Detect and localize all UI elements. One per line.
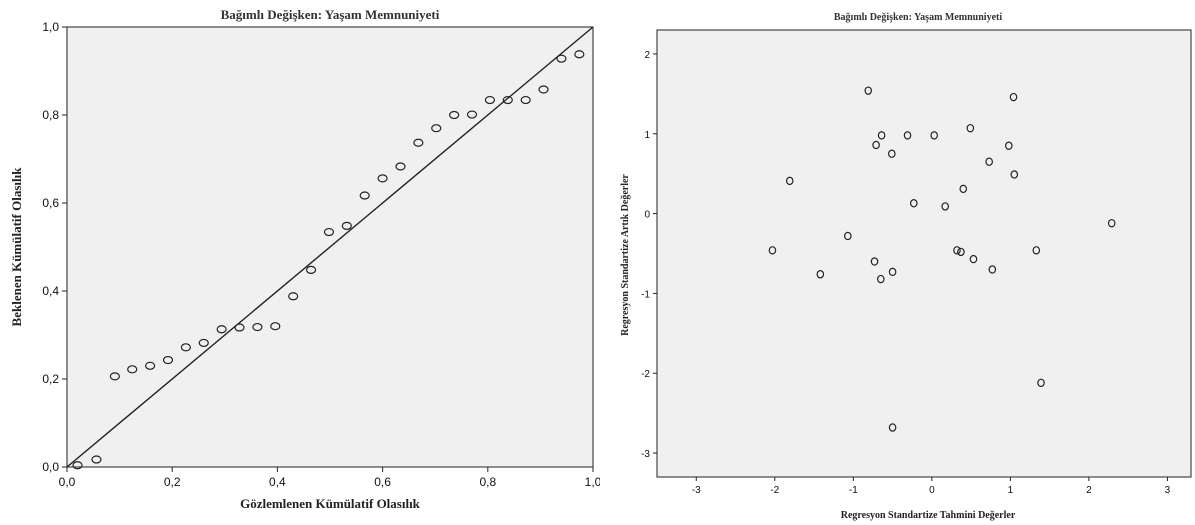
pp-y-tick-label: 0,8 <box>42 108 59 122</box>
residual-x-tick-label: 0 <box>929 485 935 496</box>
residual-y-tick-label: 0 <box>644 210 650 221</box>
pp-y-tick-label: 0,0 <box>42 460 59 474</box>
residual-data-point <box>768 246 777 255</box>
residual-data-point <box>909 199 918 208</box>
residual-data-point <box>1005 141 1013 150</box>
residual-x-tick-label: -2 <box>770 485 779 496</box>
residual-data-point <box>872 140 880 150</box>
pp-data-point <box>180 343 191 352</box>
pp-plot-panel: Bağımlı Değişken: Yaşam Memnuniyeti Gözl… <box>9 7 600 511</box>
residual-data-point <box>903 131 912 140</box>
residual-data-point <box>877 131 886 140</box>
residual-data-point <box>870 257 879 266</box>
residual-data-point <box>1107 218 1116 228</box>
residual-data-point <box>969 254 978 264</box>
residual-data-point <box>953 246 961 255</box>
pp-data-point <box>538 85 549 94</box>
pp-plot-area: 0,0 0,2 0,4 0,6 0,8 1,0 0,0 0,2 0,4 0,6 0,8 1,0 <box>42 20 600 489</box>
pp-data-point <box>449 110 460 120</box>
residual-data-point <box>1009 92 1018 102</box>
residual-y-tick-label: -1 <box>641 289 650 300</box>
pp-x-tick-label: 0,2 <box>164 475 181 489</box>
residual-y-tick-label: 1 <box>644 130 650 141</box>
pp-plot-x-axis-label: Gözlemlenen Kümülatif Olasılık <box>240 496 421 511</box>
residual-data-point <box>844 231 852 241</box>
residual-data-point <box>930 131 939 140</box>
pp-data-point <box>234 323 245 332</box>
pp-y-tick-label: 0,4 <box>42 284 59 298</box>
residual-scatter-panel: Bağımlı Değişken: Yaşam Memnuniyeti Regr… <box>600 0 1195 525</box>
residual-data-point <box>959 184 968 194</box>
residual-scatter-title: Bağımlı Değişken: Yaşam Memnuniyeti <box>834 12 1002 23</box>
residual-y-tick-label: 2 <box>644 50 650 61</box>
pp-data-point <box>431 124 442 133</box>
pp-data-point <box>413 138 424 147</box>
residual-x-tick-label: 1 <box>1008 485 1014 496</box>
pp-data-point <box>574 50 585 59</box>
residual-data-point <box>1037 378 1045 388</box>
pp-y-tick-label: 0,6 <box>42 196 59 210</box>
residual-data-point <box>816 270 825 279</box>
pp-x-tick-label: 0,4 <box>269 475 286 489</box>
pp-plot-title: Bağımlı Değişken: Yaşam Memnuniyeti <box>221 7 440 22</box>
pp-data-point <box>556 54 567 63</box>
residual-data-point <box>877 274 885 284</box>
residual-x-tick-label: -3 <box>692 485 701 496</box>
pp-y-tick-label: 1,0 <box>42 20 59 34</box>
residual-x-tick-label: -1 <box>849 485 858 496</box>
residual-scatter-svg: Bağımlı Değişken: Yaşam Memnuniyeti Regr… <box>620 12 1192 521</box>
residual-data-point <box>864 86 873 95</box>
pp-data-point <box>145 361 156 370</box>
residual-scatter-area: -3 -2 -1 0 1 2 3 -3 -2 -1 0 1 2 <box>641 29 1192 496</box>
pp-data-point <box>359 191 370 200</box>
pp-y-tick-label: 0,2 <box>42 372 59 386</box>
residual-data-point <box>957 247 965 257</box>
pp-data-point <box>341 221 352 230</box>
residual-plot-background <box>656 29 1192 478</box>
pp-data-point <box>377 174 388 183</box>
pp-data-point <box>270 322 281 331</box>
pp-data-point <box>395 162 406 171</box>
residual-data-point <box>985 157 993 166</box>
pp-data-point <box>323 227 335 237</box>
pp-data-point <box>72 461 83 470</box>
residual-data-point <box>988 265 997 274</box>
pp-data-point <box>502 95 513 105</box>
pp-data-point <box>520 95 531 105</box>
residual-data-point <box>1032 246 1041 255</box>
residual-scatter-x-axis-label: Regresyon Standartize Tahmini Değerler <box>841 510 1016 521</box>
residual-scatter-y-axis-label: Regresyon Standartize Artık Değerler <box>620 174 631 336</box>
pp-reference-line <box>66 26 594 468</box>
pp-data-point <box>305 265 317 274</box>
pp-data-point <box>162 355 174 365</box>
residual-x-tick-label: 3 <box>1165 485 1171 496</box>
pp-plot-svg: Bağımlı Değişken: Yaşam Memnuniyeti Gözl… <box>9 7 600 511</box>
residual-data-point <box>966 123 975 133</box>
pp-data-point <box>288 292 299 301</box>
pp-data-point <box>91 455 102 464</box>
residual-data-point <box>888 423 897 432</box>
pp-data-point <box>484 95 496 105</box>
residual-data-point <box>888 149 896 158</box>
pp-data-point <box>466 110 478 119</box>
residual-y-tick-label: -2 <box>641 369 650 380</box>
pp-x-tick-label: 1,0 <box>585 475 600 489</box>
residual-data-point <box>888 267 897 277</box>
residual-y-tick-label: -3 <box>641 449 650 460</box>
pp-x-tick-label: 0,8 <box>479 475 496 489</box>
pp-plot-y-axis-label: Beklenen Kümülatif Olasılık <box>9 167 24 327</box>
pp-data-point <box>198 338 209 348</box>
residual-data-point <box>785 176 794 186</box>
pp-data-point <box>216 325 227 334</box>
pp-data-point <box>252 322 263 332</box>
pp-x-tick-label: 0,0 <box>59 475 76 489</box>
pp-data-point <box>127 365 138 374</box>
residual-data-point <box>1010 170 1019 179</box>
pp-x-tick-label: 0,6 <box>374 475 391 489</box>
pp-data-point <box>109 372 120 381</box>
residual-x-tick-label: 2 <box>1086 485 1092 496</box>
residual-data-point <box>941 202 950 211</box>
